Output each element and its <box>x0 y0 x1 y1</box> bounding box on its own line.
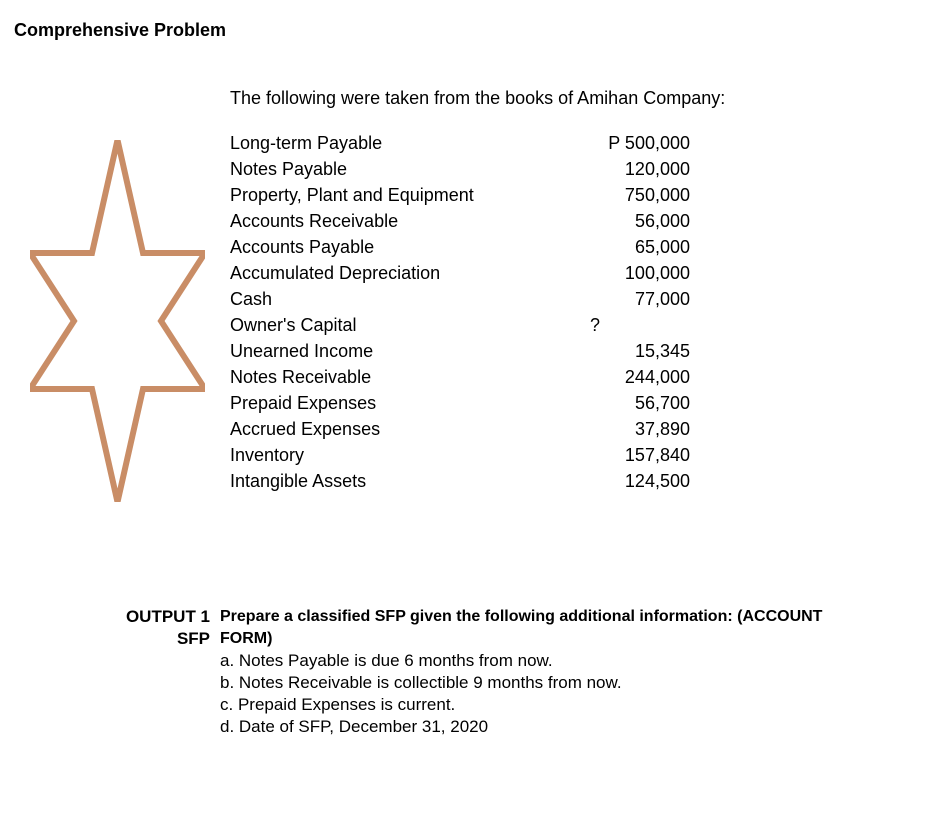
output-items: a. Notes Payable is due 6 months from no… <box>220 650 872 738</box>
account-label: Cash <box>230 286 272 312</box>
account-row: Accrued Expenses 37,890 <box>230 416 690 442</box>
account-value: 77,000 <box>570 286 690 312</box>
account-row: Intangible Assets 124,500 <box>230 468 690 494</box>
account-row: Accounts Payable 65,000 <box>230 234 690 260</box>
account-row: Accumulated Depreciation 100,000 <box>230 260 690 286</box>
account-label: Property, Plant and Equipment <box>230 182 474 208</box>
account-row: Owner's Capital? <box>230 312 690 338</box>
account-label: Accounts Receivable <box>230 208 398 234</box>
account-value: P 500,000 <box>570 130 690 156</box>
account-value: 56,700 <box>570 390 690 416</box>
star-icon <box>30 140 205 502</box>
intro-text: The following were taken from the books … <box>230 88 725 109</box>
account-row: Property, Plant and Equipment 750,000 <box>230 182 690 208</box>
account-value: 37,890 <box>570 416 690 442</box>
output-prepare-line: Prepare a classified SFP given the follo… <box>220 606 872 650</box>
account-value: 750,000 <box>570 182 690 208</box>
output-section: OUTPUT 1 SFP Prepare a classified SFP gi… <box>112 606 872 738</box>
account-label: Owner's Capital <box>230 312 356 338</box>
account-value: 157,840 <box>570 442 690 468</box>
account-value: 15,345 <box>570 338 690 364</box>
account-row: Inventory 157,840 <box>230 442 690 468</box>
account-label: Notes Receivable <box>230 364 371 390</box>
output-item: b. Notes Receivable is collectible 9 mon… <box>220 672 872 694</box>
account-row: Notes Payable 120,000 <box>230 156 690 182</box>
account-row: Prepaid Expenses 56,700 <box>230 390 690 416</box>
page-root: Comprehensive Problem The following were… <box>0 0 930 826</box>
account-label: Intangible Assets <box>230 468 366 494</box>
account-label: Long-term Payable <box>230 130 382 156</box>
account-label: Prepaid Expenses <box>230 390 376 416</box>
account-row: Cash 77,000 <box>230 286 690 312</box>
account-value: 56,000 <box>570 208 690 234</box>
account-label: Inventory <box>230 442 304 468</box>
output-item: c. Prepaid Expenses is current. <box>220 694 872 716</box>
account-row: Unearned Income 15,345 <box>230 338 690 364</box>
account-row: Notes Receivable 244,000 <box>230 364 690 390</box>
output-heading-1: OUTPUT 1 <box>112 606 210 628</box>
accounts-list: Long-term Payable P 500,000 Notes Payable 1… <box>230 130 690 494</box>
account-value: 100,000 <box>570 260 690 286</box>
account-label: Accumulated Depreciation <box>230 260 440 286</box>
account-label: Notes Payable <box>230 156 347 182</box>
output-item: a. Notes Payable is due 6 months from no… <box>220 650 872 672</box>
account-row: Accounts Receivable 56,000 <box>230 208 690 234</box>
account-label: Accrued Expenses <box>230 416 380 442</box>
account-label: Accounts Payable <box>230 234 374 260</box>
account-value: 65,000 <box>570 234 690 260</box>
star-decoration <box>30 140 205 502</box>
output-item: d. Date of SFP, December 31, 2020 <box>220 716 872 738</box>
account-value: 120,000 <box>570 156 690 182</box>
account-row: Long-term Payable P 500,000 <box>230 130 690 156</box>
page-title: Comprehensive Problem <box>14 20 226 41</box>
account-value: 244,000 <box>570 364 690 390</box>
output-heading-2: SFP <box>112 628 210 650</box>
account-value: 124,500 <box>570 468 690 494</box>
account-value: ? <box>570 312 690 338</box>
account-label: Unearned Income <box>230 338 373 364</box>
